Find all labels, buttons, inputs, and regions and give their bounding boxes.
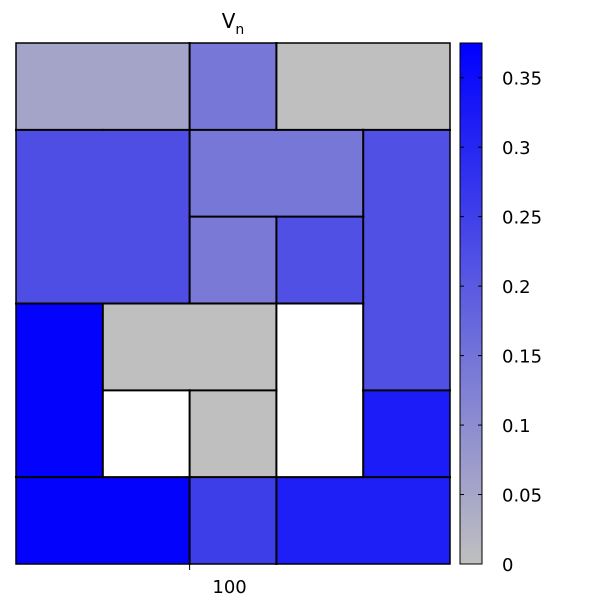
heatmap-cell-15 — [189, 477, 277, 564]
region-borders — [15, 42, 451, 565]
plot-frame — [15, 42, 451, 565]
heatmap-cell-11 — [102, 390, 190, 478]
heatmap-cell-13 — [363, 390, 450, 478]
colorbar-tick-label: 0.1 — [502, 416, 531, 437]
chart-title-subscript: n — [235, 22, 244, 38]
x-axis: 100 — [189, 564, 247, 598]
colorbar-tick-label: 0.3 — [502, 138, 531, 159]
x-tick-label: 100 — [212, 577, 246, 598]
heatmap-cell-10 — [276, 303, 364, 478]
chart-title: Vn — [222, 9, 245, 38]
colorbar-tick-label: 0.05 — [502, 486, 542, 507]
heatmap-cell-3 — [189, 129, 364, 217]
colorbar-tick-label: 0.35 — [502, 69, 542, 90]
heatmap-cells — [16, 43, 450, 564]
heatmap-cell-4 — [16, 129, 190, 304]
heatmap-cell-2 — [276, 43, 450, 130]
colorbar-tick-label: 0.2 — [502, 277, 531, 298]
chart-title-main: V — [222, 9, 236, 33]
heatmap-cell-16 — [276, 477, 450, 564]
colorbar — [459, 42, 483, 565]
heatmap-cell-1 — [189, 43, 277, 130]
heatmap-cell-5 — [363, 129, 450, 391]
heatmap-cell-9 — [102, 303, 277, 391]
colorbar-tick-label: 0.15 — [502, 347, 542, 368]
colorbar-tick-label: 0.25 — [502, 208, 542, 229]
heatmap-cell-6 — [276, 216, 364, 304]
heatmap-cell-8 — [16, 303, 103, 478]
colorbar-tick-label: 0 — [502, 555, 513, 576]
heatmap-cell-0 — [16, 43, 190, 130]
colorbar-axis: 0 0.05 0.1 0.15 0.2 0.25 0.3 0.35 — [460, 69, 542, 576]
heatmap-cell-14 — [16, 477, 190, 564]
heatmap-cell-12 — [189, 390, 277, 478]
heatmap-cell-7 — [189, 216, 277, 304]
